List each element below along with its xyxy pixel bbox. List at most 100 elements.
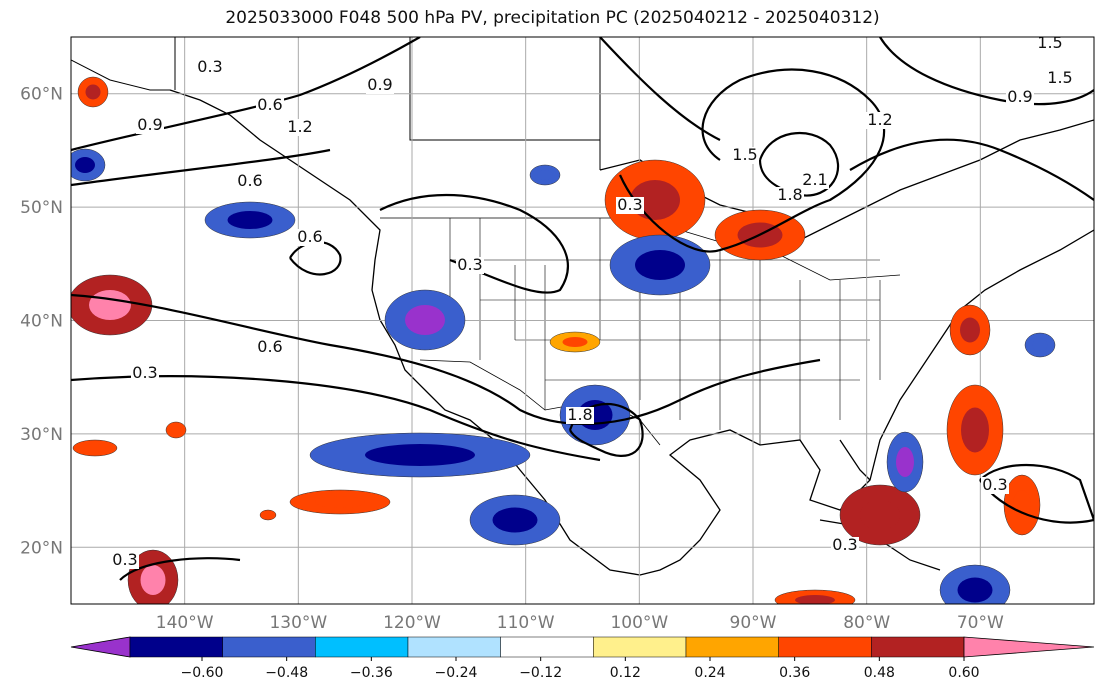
lon-tick-label: 110°W <box>497 613 555 633</box>
contour-label-bg <box>296 229 324 246</box>
graticule <box>71 37 1094 604</box>
precip-core <box>896 447 914 477</box>
contour-label-bg <box>981 477 1009 494</box>
contour-label-bg <box>1046 70 1074 87</box>
contour-label: 1.8 <box>777 185 802 204</box>
colorbar-tick-label: −0.12 <box>519 665 562 681</box>
pv-contour-line <box>879 37 1094 106</box>
lon-tick-label: 140°W <box>156 613 214 633</box>
colorbar-max-extension <box>963 636 1095 658</box>
contour-label-bg <box>801 172 829 189</box>
latitude-axis: 20°N 30°N 40°N 50°N 60°N <box>20 85 63 559</box>
contour-label-bg <box>616 197 644 214</box>
contour-label-bg <box>866 112 894 129</box>
contour-label-bg <box>286 119 314 136</box>
contour-label-bg <box>256 97 284 114</box>
precip-core <box>860 500 900 530</box>
precip-core <box>227 211 273 229</box>
lat-tick-label: 40°N <box>20 312 63 332</box>
contour-label: 1.5 <box>732 145 757 164</box>
map-frame <box>70 36 1095 605</box>
contour-label: 0.9 <box>367 75 392 94</box>
precip-core <box>264 512 272 518</box>
colorbar-min-extension <box>70 636 131 658</box>
contour-label-bg <box>731 147 759 164</box>
colorbar-tick-label: −0.36 <box>350 665 393 681</box>
precip-core <box>961 407 989 453</box>
precip-core <box>89 290 131 320</box>
coastline-florida <box>839 439 871 481</box>
pv-contour-line <box>289 241 342 276</box>
contour-label: 1.2 <box>867 110 892 129</box>
precip-core <box>84 444 106 452</box>
pv-contour-line <box>379 193 569 294</box>
contour-label-bg <box>131 365 159 382</box>
colorbar-cell <box>778 636 872 658</box>
map-panel <box>71 37 1094 576</box>
pv-contour-line <box>599 37 721 141</box>
colorbar-cell <box>129 636 223 658</box>
contour-label: 0.6 <box>297 227 322 246</box>
contour-label: 0.9 <box>137 115 162 134</box>
contour-label-bg <box>776 187 804 204</box>
lon-tick-label: 120°W <box>383 613 441 633</box>
colorbar-tick-label: 0.60 <box>948 665 979 681</box>
colorbar-cell <box>315 636 409 658</box>
precip-core <box>795 595 835 604</box>
colorbar-tick-label: −0.60 <box>181 665 224 681</box>
lon-tick-label: 130°W <box>269 613 327 633</box>
precipitation-pc-shading <box>71 76 1056 604</box>
contour-label: 0.3 <box>617 195 642 214</box>
contour-label: 0.3 <box>197 57 222 76</box>
precip-core <box>1013 490 1031 520</box>
precip-core <box>1032 339 1048 351</box>
colorbar-tick-label: 0.48 <box>864 665 895 681</box>
precip-core <box>365 444 475 466</box>
colorbar-cell <box>871 636 965 658</box>
pv-contour-line <box>618 68 886 253</box>
precip-core <box>957 577 993 603</box>
contour-label-bg <box>456 257 484 274</box>
contour-label: 0.6 <box>257 95 282 114</box>
lat-tick-label: 60°N <box>20 85 63 105</box>
contour-label-bg <box>196 59 224 76</box>
contour-label: 0.3 <box>832 535 857 554</box>
precip-core <box>492 507 538 533</box>
contour-label: 2.1 <box>802 170 827 189</box>
contour-label: 0.3 <box>982 475 1007 494</box>
precip-core <box>635 250 685 280</box>
precip-core <box>171 426 181 434</box>
lon-tick-label: 100°W <box>610 613 668 633</box>
pv-contours: 0.30.60.91.20.90.60.60.60.30.30.31.51.82… <box>71 37 1094 581</box>
colorbar-tick-label: −0.24 <box>435 665 478 681</box>
colorbar-cell <box>685 636 779 658</box>
precip-core <box>405 305 445 335</box>
contour-label: 0.6 <box>237 171 262 190</box>
contour-label: 1.5 <box>1047 68 1072 87</box>
precip-core <box>140 565 166 595</box>
colorbar-cell <box>500 636 594 658</box>
colorbar-cell <box>593 636 687 658</box>
contour-label: 0.3 <box>132 363 157 382</box>
colorbar-cell <box>222 636 316 658</box>
lon-tick-label: 80°W <box>843 613 890 633</box>
contour-label-bg <box>1006 89 1034 106</box>
lat-tick-label: 20°N <box>20 538 63 558</box>
lat-tick-label: 50°N <box>20 198 63 218</box>
colorbar: −0.60 −0.48 −0.36 −0.24 −0.12 0.12 0.24 0.36 0.4… <box>70 636 1095 681</box>
contour-label-bg <box>1036 37 1064 52</box>
lon-tick-label: 90°W <box>730 613 777 633</box>
pv-contour-line <box>71 293 821 426</box>
contour-label-bg <box>236 173 264 190</box>
contour-label-bg <box>111 552 139 569</box>
contour-label-bg <box>256 339 284 356</box>
precip-core <box>75 157 95 173</box>
precip-core <box>537 170 553 180</box>
colorbar-tick-label: 0.24 <box>694 665 725 681</box>
contour-label-bg <box>136 117 164 134</box>
pv-contour-line <box>758 131 840 197</box>
contour-label: 0.9 <box>1007 87 1032 106</box>
pv-contour-line <box>71 375 601 462</box>
contour-label: 0.3 <box>112 550 137 569</box>
